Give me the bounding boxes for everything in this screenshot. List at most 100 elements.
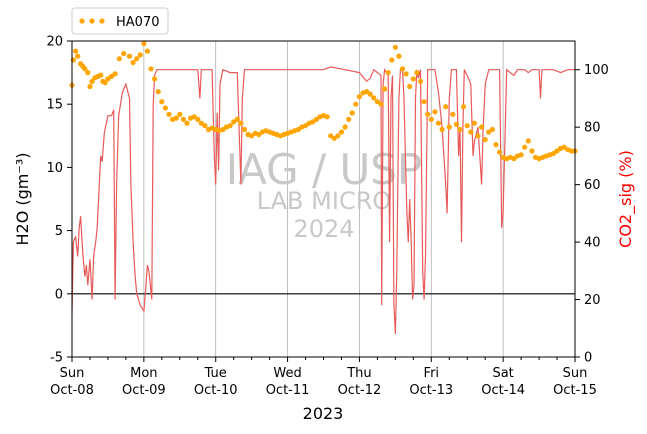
x-tick-label-day: Tue — [204, 366, 227, 381]
h2o-point — [148, 66, 154, 72]
h2o-point — [141, 40, 147, 47]
x-tick-label-day: Wed — [273, 366, 301, 381]
h2o-point — [428, 116, 434, 122]
h2o-point — [112, 71, 118, 77]
h2o-point — [417, 78, 424, 84]
h2o-point — [180, 116, 186, 122]
h2o-point — [324, 114, 330, 120]
h2o-point — [525, 138, 531, 144]
h2o-point — [450, 111, 456, 117]
h2o-point — [82, 66, 88, 72]
h2o-point — [479, 124, 485, 130]
h2o-point — [371, 95, 377, 101]
h2o-point — [443, 104, 449, 110]
legend-label: HA070 — [116, 15, 159, 30]
x-tick-label-date: Oct-10 — [194, 383, 238, 398]
h2o-point — [457, 126, 463, 133]
x-tick-label-date: Oct-13 — [409, 383, 453, 398]
h2o-point — [335, 133, 341, 139]
h2o-point — [241, 126, 248, 133]
h2o-point — [202, 123, 208, 129]
x-axis: Sun Oct-08 Mon Oct-09 Tue Oct-10 Wed Oct-11 Thu O… — [50, 357, 597, 398]
h2o-point — [191, 114, 197, 120]
h2o-point — [511, 156, 517, 162]
h2o-point — [471, 120, 477, 126]
right-tick-label: 80 — [584, 121, 601, 136]
h2o-point — [313, 116, 319, 122]
h2o-point — [392, 44, 398, 50]
x-tick-label-day: Fri — [424, 366, 440, 381]
left-tick-label: 15 — [46, 98, 63, 113]
h2o-point — [435, 120, 442, 126]
h2o-point — [227, 123, 233, 129]
h2o-point — [453, 121, 459, 127]
h2o-point — [173, 115, 179, 121]
h2o-point — [75, 53, 81, 59]
h2o-point — [98, 72, 104, 78]
h2o-point — [184, 120, 190, 126]
h2o-point — [134, 56, 140, 62]
h2o-point — [367, 91, 373, 97]
right-tick-label: 40 — [584, 236, 601, 251]
h2o-point — [382, 86, 388, 92]
h2o-point — [389, 57, 395, 63]
right-tick-label: 100 — [584, 63, 609, 78]
h2o-point — [177, 111, 183, 117]
legend-box — [71, 7, 169, 35]
h2o-point — [421, 99, 427, 105]
h2o-point — [439, 126, 445, 133]
h2o-point — [87, 83, 93, 90]
right-tick-label: 20 — [584, 293, 601, 308]
legend-dot — [89, 18, 95, 24]
co2-sig-line — [71, 66, 575, 335]
h2o-point — [159, 99, 165, 105]
h2o-point — [155, 89, 161, 95]
watermark-line-3: 2024 — [293, 215, 354, 243]
h2o-point — [385, 70, 391, 76]
h2o-series — [69, 40, 578, 162]
h2o-point — [468, 129, 474, 135]
h2o-point — [489, 126, 495, 133]
x-tick-label-day: Sun — [60, 366, 85, 381]
co2-series — [71, 66, 575, 335]
x-tick-label-date: Oct-09 — [122, 383, 166, 398]
h2o-point — [342, 124, 348, 130]
h2o-point — [414, 70, 420, 76]
left-tick-label: -5 — [50, 351, 63, 366]
h2o-point — [399, 66, 406, 72]
h2o-point — [403, 71, 409, 77]
h2o-point — [493, 142, 499, 148]
h2o-point — [475, 133, 481, 139]
h2o-point — [234, 116, 240, 122]
h2o-point — [425, 111, 431, 117]
h2o-point — [166, 111, 172, 117]
h2o-point — [407, 83, 413, 90]
h2o-point — [446, 124, 452, 130]
h2o-point — [356, 94, 362, 100]
h2o-point — [568, 148, 575, 154]
h2o-point — [461, 104, 467, 110]
x-tick-label-date: Oct-11 — [266, 383, 310, 398]
legend-dot — [99, 18, 105, 24]
h2o-point — [238, 120, 244, 126]
watermark-line-2: LAB MICRO — [257, 187, 392, 215]
legend-marker-icon — [79, 18, 105, 24]
h2o-point — [346, 116, 352, 122]
x-tick-label-date: Oct-15 — [553, 383, 597, 398]
legend-dot — [79, 18, 85, 24]
h2o-point — [338, 129, 345, 135]
left-axis: -5 0 5 10 15 20 — [46, 35, 72, 366]
h2o-point — [152, 76, 158, 82]
right-tick-label: 0 — [584, 351, 592, 366]
h2o-point — [522, 144, 528, 150]
x-tick-label-date: Oct-08 — [50, 383, 94, 398]
h2o-point — [162, 105, 168, 111]
x-tick-label-date: Oct-12 — [338, 383, 382, 398]
right-tick-label: 60 — [584, 178, 601, 193]
h2o-point — [349, 110, 355, 116]
left-tick-label: 10 — [46, 161, 63, 176]
h2o-point — [102, 80, 108, 86]
x-tick-label-date: Oct-14 — [481, 383, 525, 398]
x-tick-label-day: Mon — [130, 366, 157, 381]
